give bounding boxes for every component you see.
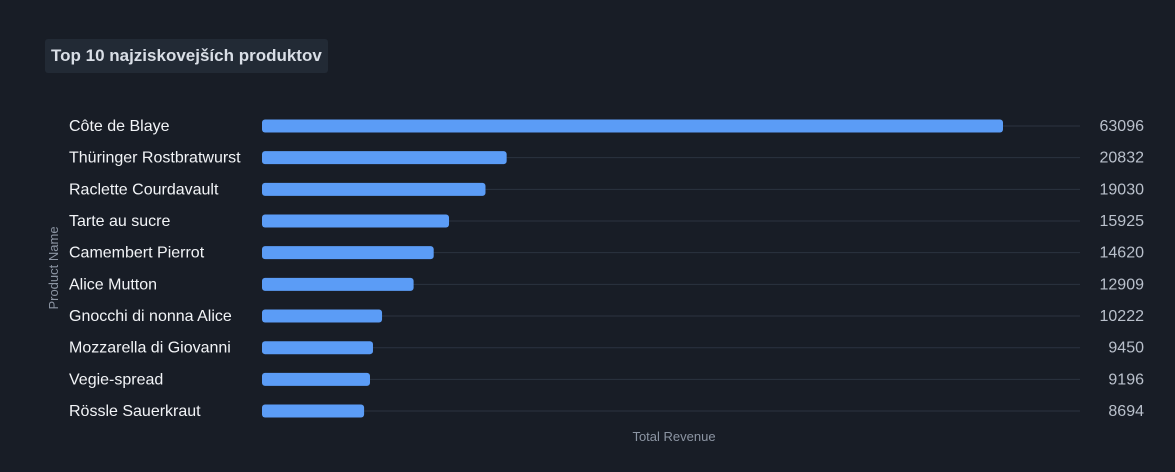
bar[interactable] (262, 277, 414, 291)
bar[interactable] (262, 182, 486, 196)
value-label: 8694 (1108, 403, 1144, 420)
x-axis-title: Total Revenue (632, 429, 715, 444)
category-label: Vegie-spread (69, 371, 163, 388)
chart-title: Top 10 najziskovejších produktov (45, 39, 328, 73)
bar[interactable] (262, 214, 450, 228)
value-label: 9196 (1108, 371, 1144, 388)
category-label: Raclette Courdavault (69, 181, 219, 198)
category-label: Rössle Sauerkraut (69, 403, 201, 420)
category-labels: Côte de Blaye Thüringer Rostbratwurst Racl… (69, 118, 241, 420)
value-label: 9450 (1108, 340, 1144, 357)
value-labels: 63096 20832 19030 15925 14620 12909 10222 9450 9… (1100, 118, 1145, 420)
value-label: 15925 (1100, 213, 1145, 230)
y-axis-title: Product Name (46, 226, 61, 309)
bar[interactable] (262, 341, 373, 355)
bar[interactable] (262, 372, 370, 386)
category-label: Gnocchi di nonna Alice (69, 308, 232, 325)
bars (262, 119, 1003, 418)
bar[interactable] (262, 246, 434, 260)
value-label: 20832 (1100, 150, 1145, 167)
gridlines (262, 125, 1080, 412)
category-label: Alice Mutton (69, 276, 157, 293)
value-label: 19030 (1100, 181, 1145, 198)
value-label: 14620 (1100, 245, 1145, 262)
bar[interactable] (262, 119, 1003, 133)
category-label: Côte de Blaye (69, 118, 170, 135)
value-label: 12909 (1100, 276, 1145, 293)
category-label: Camembert Pierrot (69, 245, 205, 262)
category-label: Thüringer Rostbratwurst (69, 150, 241, 167)
bar[interactable] (262, 151, 507, 165)
value-label: 63096 (1100, 118, 1145, 135)
category-label: Mozzarella di Giovanni (69, 340, 231, 357)
bar[interactable] (262, 404, 365, 418)
category-label: Tarte au sucre (69, 213, 170, 230)
bar[interactable] (262, 309, 383, 323)
value-label: 10222 (1100, 308, 1145, 325)
